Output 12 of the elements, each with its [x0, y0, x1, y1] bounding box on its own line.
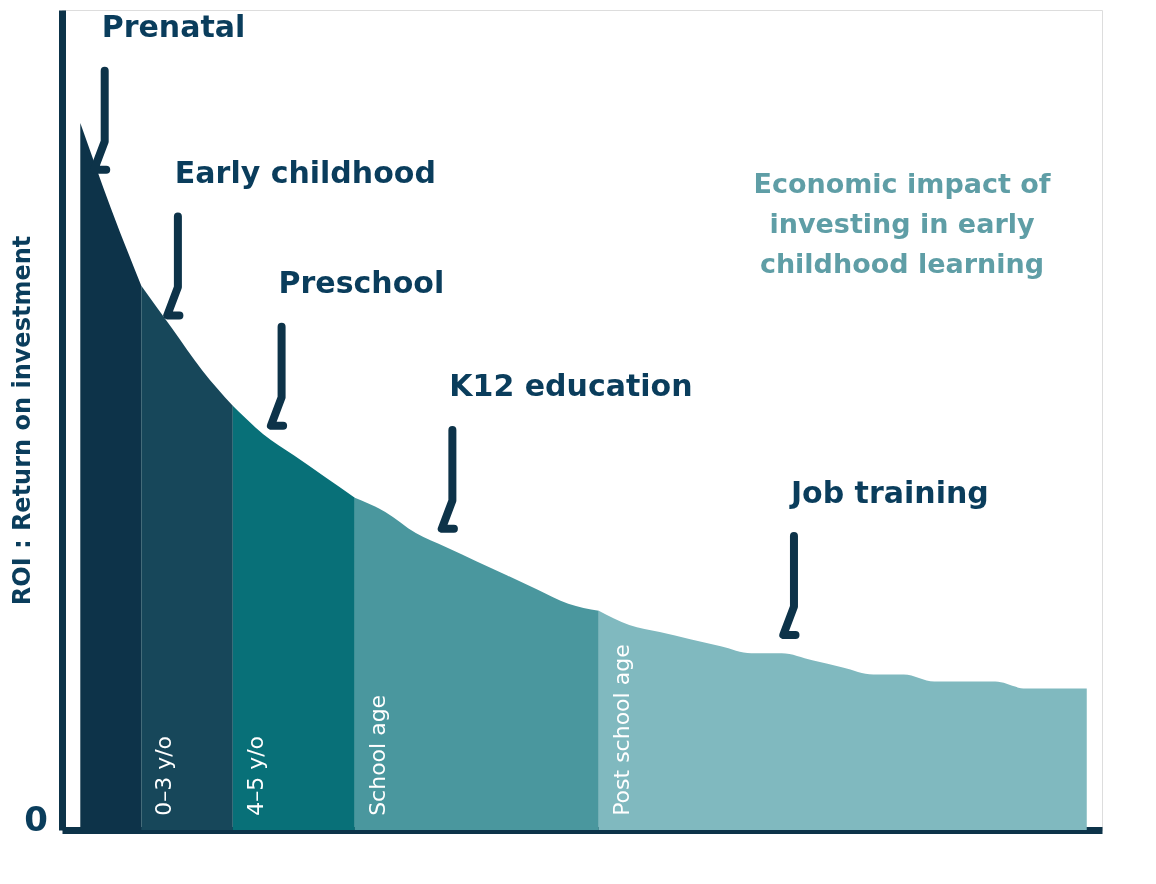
series-label: 0–3 y/o: [151, 735, 177, 816]
annotation: Early childhood: [174, 155, 436, 190]
series-label: School age: [364, 694, 390, 816]
annotation: K12 education: [449, 368, 693, 404]
annotation: Preschool: [278, 265, 445, 301]
text: 0: [24, 799, 48, 839]
series-label: Post school age: [608, 644, 634, 816]
text: Prenatal: [101, 9, 246, 45]
y-axis-title: ROI : Return on investment: [7, 235, 36, 606]
text: Economic impact of investing in early childhood learning: [753, 168, 1051, 279]
annotation: Job training: [788, 474, 989, 510]
series-label: 4–5 y/o: [242, 735, 268, 816]
